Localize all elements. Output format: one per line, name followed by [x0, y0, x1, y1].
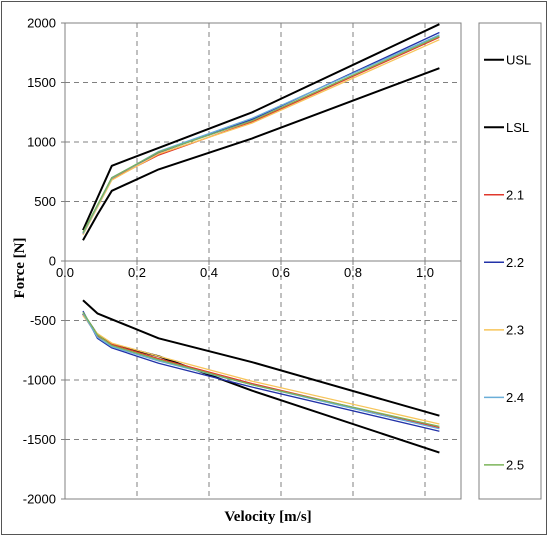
- series-usl-compression-line: [82, 299, 440, 417]
- legend-label-2-2: 2.2: [506, 255, 524, 270]
- legend-label-2-3: 2.3: [506, 322, 524, 337]
- y-tick-label: 0: [49, 254, 56, 269]
- series-2-3-rebound-line: [82, 39, 440, 236]
- legend-label-2-5: 2.5: [506, 457, 524, 472]
- x-tick-label: 0.6: [272, 265, 290, 280]
- x-tick-label: 0.0: [56, 265, 74, 280]
- y-tick-label: 1000: [27, 135, 56, 150]
- series-usl-rebound-line: [82, 23, 440, 231]
- series-lsl-rebound-line: [82, 67, 440, 241]
- y-tick-label: -500: [30, 313, 56, 328]
- legend-label-2-1: 2.1: [506, 187, 524, 202]
- legend: [478, 22, 542, 500]
- axes: [61, 22, 461, 500]
- x-tick-label: 0.4: [200, 265, 218, 280]
- y-tick-label: -1500: [23, 432, 56, 447]
- series-2-5-rebound-line: [82, 35, 440, 233]
- y-tick-label: 1500: [27, 75, 56, 90]
- x-tick-label: 1.0: [416, 265, 434, 280]
- x-tick-label: 0.8: [344, 265, 362, 280]
- y-tick-label: 500: [34, 194, 56, 209]
- series-2-5-compression-line: [82, 311, 440, 428]
- series-lines: [82, 23, 440, 454]
- y-axis-title: Force [N]: [12, 238, 28, 299]
- y-tick-label: -2000: [23, 492, 56, 507]
- legend-label-2-4: 2.4: [506, 390, 524, 405]
- x-axis-title: Velocity [m/s]: [224, 509, 311, 525]
- x-tick-label: 0.2: [128, 265, 146, 280]
- legend-label-usl: USL: [506, 52, 531, 67]
- legend-entries: USL LSL 2.1 2.2 2.3 2.4 2.5: [484, 52, 531, 472]
- legend-label-lsl: LSL: [506, 120, 529, 135]
- y-tick-label: -1000: [23, 373, 56, 388]
- y-tick-label: 2000: [27, 16, 56, 31]
- tick-labels: 0.0 0.2 0.4 0.6 0.8 1.0 2000 1500 1000 500 0 -500 -1…: [23, 16, 434, 507]
